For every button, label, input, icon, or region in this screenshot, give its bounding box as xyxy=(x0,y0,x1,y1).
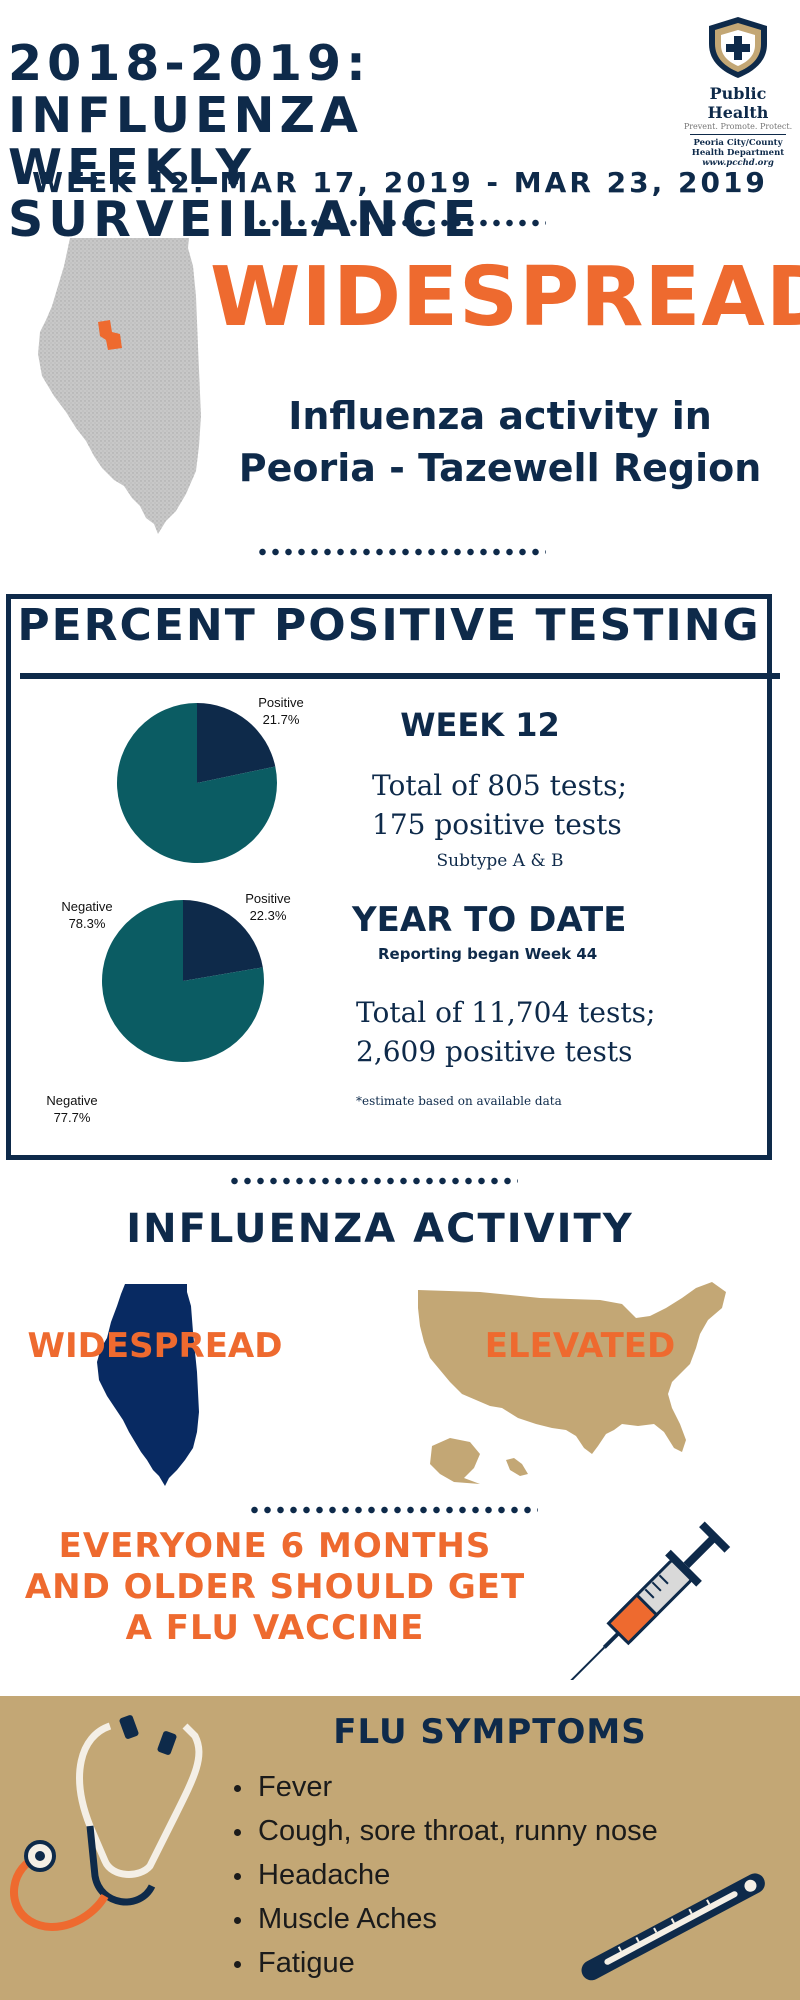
ytd-pie-negative-value: 77.7% xyxy=(53,1110,91,1125)
percent-positive-title: PERCENT POSITIVE TESTING xyxy=(17,600,761,651)
logo-tagline: Prevent. Promote. Protect. xyxy=(683,122,793,131)
week-total-tests: Total of 805 tests; xyxy=(372,769,627,802)
week-range: WEEK 12: MAR 17, 2019 - MAR 23, 2019 xyxy=(32,166,768,199)
week-subtype: Subtype A & B xyxy=(436,851,564,871)
estimate-footnote: *estimate based on available data xyxy=(356,1094,562,1108)
week-pie-negative-value: 78.3% xyxy=(68,916,106,931)
health-department-logo: Public Health Prevent. Promote. Protect.… xyxy=(678,14,798,168)
logo-org: Public Health xyxy=(707,84,769,122)
list-item: Muscle Aches xyxy=(232,1897,752,1941)
week-pie-positive-slice xyxy=(197,703,276,783)
week-pie-positive-name: Positive xyxy=(258,695,304,710)
vaccine-line-1: EVERYONE 6 MONTHS xyxy=(58,1526,492,1566)
list-item: Cough, sore throat, runny nose xyxy=(232,1809,752,1853)
vaccine-line-3: A FLU VACCINE xyxy=(125,1608,425,1648)
ytd-pie-negative-label: Negative 77.7% xyxy=(37,1092,107,1126)
logo-divider xyxy=(690,134,786,135)
ytd-heading: YEAR TO DATE xyxy=(352,900,627,940)
syringe-icon xyxy=(568,1521,731,1680)
illinois-map-icon xyxy=(97,1284,199,1486)
shield-cross-icon xyxy=(709,17,767,78)
list-item: Headache xyxy=(232,1853,752,1897)
week-pie-negative-name: Negative xyxy=(61,899,113,914)
illinois-region-map xyxy=(38,238,201,534)
week-pie-positive-value: 21.7% xyxy=(262,712,300,727)
week-pie-chart xyxy=(116,703,277,863)
logo-dept-line-1: Peoria City/County xyxy=(693,138,783,148)
activity-title: INFLUENZA ACTIVITY xyxy=(126,1206,634,1252)
list-item: Fatigue xyxy=(232,1941,752,1985)
dotted-divider xyxy=(256,219,546,227)
ytd-pie-positive-label: Positive 22.3% xyxy=(233,890,303,924)
vaccine-line-2: AND OLDER SHOULD GET xyxy=(24,1567,526,1607)
dotted-divider xyxy=(228,1177,518,1185)
region-line-2: Peoria - Tazewell Region xyxy=(238,446,762,490)
ytd-pie-positive-name: Positive xyxy=(245,891,291,906)
ytd-total-tests: Total of 11,704 tests; xyxy=(356,996,656,1029)
week-positive-tests: 175 positive tests xyxy=(372,808,622,841)
ytd-positive-tests: 2,609 positive tests xyxy=(356,1035,633,1068)
region-description: Influenza activity in Peoria - Tazewell … xyxy=(230,390,770,494)
symptoms-title: FLU SYMPTOMS xyxy=(333,1712,647,1752)
week-totals: Total of 805 tests; 175 positive tests xyxy=(372,766,772,844)
vaccine-message: EVERYONE 6 MONTHS AND OLDER SHOULD GET A… xyxy=(10,1526,540,1649)
title-line-1: 2018-2019: INFLUENZA xyxy=(8,35,371,144)
region-activity-level: WIDESPREAD xyxy=(210,250,800,345)
symptoms-list: Fever Cough, sore throat, runny nose Hea… xyxy=(232,1765,752,1985)
dotted-divider xyxy=(256,548,546,556)
us-activity-level: ELEVATED xyxy=(484,1326,676,1366)
ytd-pie-negative-slice xyxy=(102,900,264,1062)
ytd-totals: Total of 11,704 tests; 2,609 positive te… xyxy=(356,993,776,1071)
logo-url: www.pcchd.org xyxy=(702,158,774,168)
week-pie-negative-slice xyxy=(116,703,277,863)
percent-positive-panel xyxy=(6,594,772,1160)
stethoscope-icon xyxy=(10,1715,203,1931)
ytd-pie-positive-value: 22.3% xyxy=(249,908,287,923)
week-pie-negative-label: Negative 78.3% xyxy=(52,898,122,932)
ytd-note: Reporting began Week 44 xyxy=(378,945,598,963)
title-underline xyxy=(20,673,780,679)
symptoms-panel xyxy=(0,1696,800,2000)
ytd-pie-negative-name: Negative xyxy=(46,1093,98,1108)
dotted-divider xyxy=(248,1506,538,1514)
list-item: Fever xyxy=(232,1765,752,1809)
ytd-pie-chart xyxy=(102,900,264,1062)
week-pie-positive-label: Positive 21.7% xyxy=(246,694,316,728)
thermometer-icon xyxy=(581,1873,765,1981)
ytd-pie-positive-slice xyxy=(183,900,263,981)
region-line-1: Influenza activity in xyxy=(288,394,712,438)
illinois-activity-level: WIDESPREAD xyxy=(27,1326,283,1366)
week-heading: WEEK 12 xyxy=(400,706,560,744)
logo-dept-line-2: Health Department xyxy=(691,148,785,158)
usa-map-icon xyxy=(418,1282,726,1484)
page-title: 2018-2019: INFLUENZA WEEKLY SURVEILLANCE xyxy=(8,38,688,246)
